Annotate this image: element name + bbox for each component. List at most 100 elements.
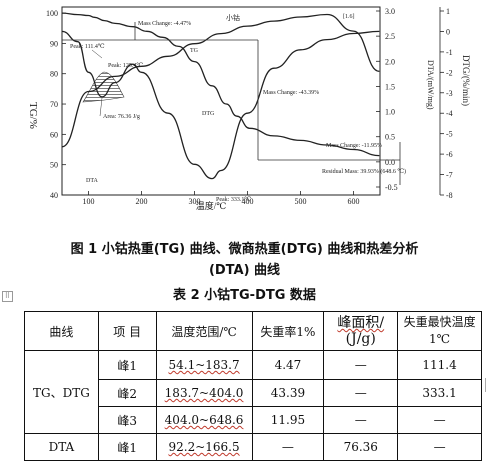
sample-label: 小钴: [226, 13, 240, 22]
dtg-tick-label: -4: [446, 109, 453, 118]
tg-dtg-dta-chart: 100 90 80 70 60 50 40 3.0 2.5 2.0 1.5 1.0 0.5 0.0 -0.…: [27, 6, 471, 210]
cell-item: 峰3: [97, 406, 157, 434]
dta-tick-label: -0.5: [385, 183, 398, 192]
legend-mark: [1.6]: [343, 14, 355, 20]
cell-area: —: [323, 379, 399, 407]
cell-temp: 111.4: [397, 350, 482, 380]
cell-range-text: 54.1~183.7: [168, 358, 240, 372]
tg-tick-label: 70: [50, 100, 58, 109]
dta-peak-area: [82, 71, 125, 103]
dtg-tick-label: -1: [446, 48, 453, 57]
dta-tick-label: 0.0: [385, 158, 395, 167]
group-dta: DTA: [24, 433, 99, 461]
table-row: 峰3 404.0~648.6 11.95 — —: [25, 406, 482, 434]
dtg-tick-label: -7: [446, 171, 453, 180]
tg-dtg-data-table: 曲线 项 目 温度范围/℃ 失重率1% 峰面积/ (J/g) 失重最快温度 1℃…: [24, 311, 482, 461]
temp-tick-label: 100: [83, 197, 95, 206]
residual-mass: Residual Mass: 39.93% (648.6 ℃): [322, 168, 406, 175]
dta-series-label: DTA: [86, 178, 99, 184]
dtg-series-label: DTG: [202, 111, 215, 117]
area-label: Area: 76.36 J/g: [103, 114, 140, 120]
dtg-tick-label: -3: [446, 89, 453, 98]
dtg-tick-label: 0: [446, 27, 450, 36]
table-row: TG、DTG 峰1 54.1~183.7 4.47 — 111.4: [24, 350, 482, 434]
cell-loss: 4.47: [251, 350, 325, 380]
dta-tick-label: 2.5: [385, 32, 395, 41]
table-header-row: 曲线 项 目 温度范围/℃ 失重率1% 峰面积/ (J/g) 失重最快温度 1℃: [24, 311, 482, 351]
mass-change-3: Mass Change: -11.95%: [326, 143, 382, 149]
figure-caption-line1: 图 1 小钴热重(TG) 曲线、微商热重(DTG) 曲线和热差分析: [70, 242, 419, 257]
dtg-tick-label: -5: [446, 130, 453, 139]
temp-tick-label: 600: [348, 197, 360, 206]
temperature-axis-label: 温度/℃: [196, 200, 227, 210]
plot-frame: [61, 6, 381, 196]
cell-item: 峰2: [97, 379, 157, 407]
cell-range-text: 404.0~648.6: [164, 413, 244, 427]
tg-axis-ticks: 100 90 80 70 60 50 40: [46, 9, 66, 200]
dtg-curve: [61, 30, 380, 180]
temp-tick-label: 500: [295, 197, 307, 206]
tg-curve: [61, 12, 380, 157]
tg-axis-label: TG/%: [27, 102, 39, 129]
dtg-axis-ticks: 1 0 -1 -2 -3 -4 -5 -6 -7 -8: [439, 7, 453, 200]
cell-item: 峰1: [97, 350, 157, 380]
cell-temp: 333.1: [397, 379, 482, 407]
cell-area: —: [323, 350, 399, 380]
dtg-axis-label: DTG/(%/min): [461, 55, 471, 106]
peak-111: Peak: 111.4℃: [70, 43, 105, 50]
page-edge-marker: [485, 378, 489, 392]
tg-series-label: TG: [190, 48, 199, 54]
table-move-handle-icon[interactable]: ⠿: [2, 291, 13, 302]
dta-tick-label: 1.0: [385, 108, 395, 117]
dtg-tick-label: -8: [446, 191, 453, 200]
cell-temp: —: [397, 406, 482, 434]
cell-temp: —: [397, 433, 482, 461]
cell-range: 92.2~166.5: [155, 433, 253, 461]
header-curve: 曲线: [24, 311, 99, 351]
cell-loss: 11.95: [251, 406, 325, 434]
cell-item: 峰1: [97, 433, 157, 461]
peak-111-leader: [91, 49, 103, 59]
dta-axis-label: DTA/(mW/mg): [426, 60, 435, 110]
dta-tick-label: 3.0: [385, 7, 395, 16]
header-item: 项 目: [97, 311, 157, 351]
dtg-tick-label: -6: [446, 150, 453, 159]
cell-area: —: [323, 406, 399, 434]
temp-tick-label: 300: [189, 197, 201, 206]
dta-tick-label: 0.5: [385, 133, 395, 142]
tg-tick-label: 100: [46, 9, 58, 18]
temperature-axis-ticks: 100 200 300 400 500 600: [83, 191, 360, 206]
tg-tick-label: 90: [50, 39, 58, 48]
tg-tick-label: 50: [50, 161, 58, 170]
table-row: 峰2 183.7~404.0 43.39 — 333.1: [25, 379, 482, 407]
cell-range: 54.1~183.7: [155, 350, 253, 380]
cell-range: 404.0~648.6: [155, 406, 253, 434]
header-fastest-temp: 失重最快温度 1℃: [397, 311, 482, 351]
dta-curve: [61, 13, 380, 148]
header-peak-area: 峰面积/ (J/g): [323, 311, 399, 351]
dtg-tick-label: -2: [446, 68, 453, 77]
header-range: 温度范围/℃: [155, 311, 253, 351]
mass-change-1: Mass Change: -4.47%: [138, 21, 191, 27]
cell-loss: —: [251, 433, 325, 461]
header-peak-area-line1: 峰面积/: [337, 315, 385, 331]
header-fastest-line1: 失重最快温度: [403, 315, 476, 329]
tg-tick-label: 60: [50, 130, 58, 139]
header-peak-area-line2: (J/g): [345, 331, 376, 347]
tg-tick-label: 40: [50, 191, 58, 200]
table-row: DTA 峰1 92.2~166.5 — 76.36 —: [24, 433, 482, 461]
dta-tick-label: 1.5: [385, 82, 395, 91]
cell-range-text: 92.2~166.5: [168, 440, 240, 454]
peak-333: Peak: 333.1℃: [216, 196, 251, 203]
cell-loss: 43.39: [251, 379, 325, 407]
dta-axis-ticks: 3.0 2.5 2.0 1.5 1.0 0.5 0.0 -0.5: [376, 7, 398, 192]
figure-caption-line2: (DTA) 曲线: [208, 263, 281, 278]
temp-tick-label: 400: [242, 197, 254, 206]
area-leader: [99, 97, 103, 117]
group-tg-dtg: TG、DTG: [24, 350, 99, 434]
dtg-tick-label: 1: [446, 7, 450, 16]
cell-range: 183.7~404.0: [155, 379, 253, 407]
temp-tick-label: 200: [136, 197, 148, 206]
mass-change-2: Mass Change: -43.39%: [263, 90, 319, 96]
header-loss: 失重率1%: [251, 311, 325, 351]
